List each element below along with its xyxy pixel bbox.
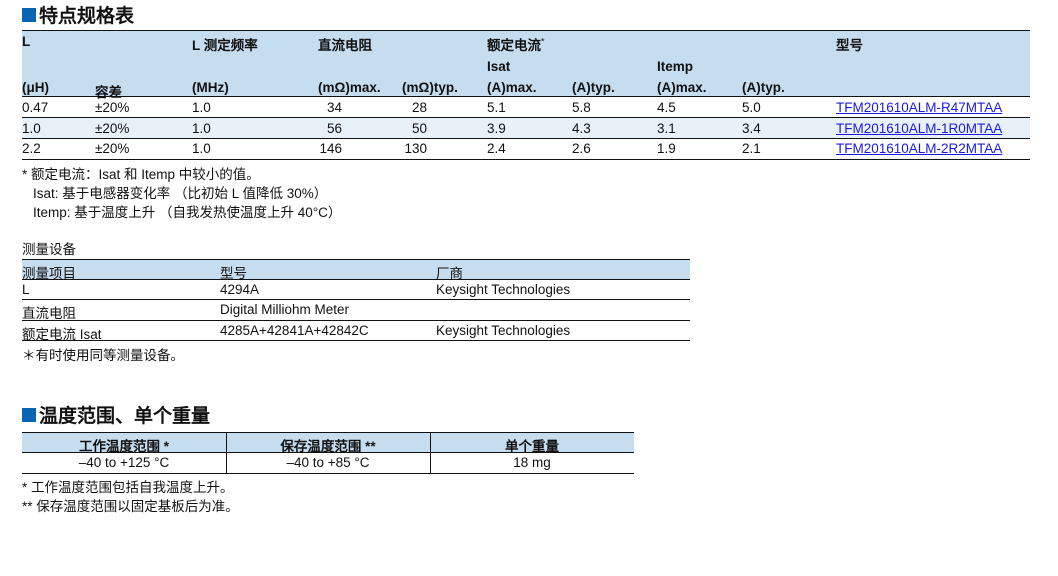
hdr-itemp: Itemp bbox=[657, 59, 694, 74]
equipment-cell: 直流电阻 bbox=[22, 306, 76, 321]
cell-rtyp: 50 bbox=[411, 121, 427, 136]
temp-header: 工作温度范围 * bbox=[78, 439, 169, 454]
temp-header-bg bbox=[22, 432, 634, 452]
temp-value: –40 to +125 °C bbox=[78, 455, 170, 470]
cell-l: 0.47 bbox=[22, 100, 49, 115]
equipment-cell: Digital Milliohm Meter bbox=[220, 302, 350, 317]
hdr-rdc-typ: (mΩ)typ. bbox=[402, 80, 458, 95]
section-title-text: 特点规格表 bbox=[39, 6, 135, 27]
section-title-specs: 特点规格表 bbox=[22, 1, 134, 28]
cell-itemp-max: 4.5 bbox=[657, 100, 676, 115]
hdr-isat: Isat bbox=[487, 59, 511, 74]
temp-value: 18 mg bbox=[513, 455, 551, 470]
cell-rtyp: 28 bbox=[411, 100, 427, 115]
specs-header-bg bbox=[22, 31, 1030, 97]
hdr-l: L bbox=[22, 34, 31, 49]
temp-header: 单个重量 bbox=[505, 439, 559, 454]
temp-header: 保存温度范围 ** bbox=[280, 439, 376, 454]
cell-itemp-max: 1.9 bbox=[657, 141, 676, 156]
cell-isat-typ: 2.6 bbox=[572, 141, 591, 156]
equipment-header: 厂商 bbox=[436, 266, 463, 281]
cell-itemp-typ: 2.1 bbox=[742, 141, 761, 156]
hdr-rated: 额定电流* bbox=[487, 36, 545, 54]
equipment-title: 测量设备 bbox=[22, 242, 76, 257]
cell-isat-typ: 5.8 bbox=[572, 100, 591, 115]
hdr-itemp-typ: (A)typ. bbox=[742, 80, 785, 95]
cell-freq: 1.0 bbox=[192, 141, 211, 156]
cell-freq: 1.0 bbox=[192, 100, 211, 115]
temp-note-1: * 工作温度范围包括自我温度上升。 bbox=[22, 480, 234, 495]
cell-isat-max: 5.1 bbox=[487, 100, 506, 115]
hdr-itemp-max: (A)max. bbox=[657, 80, 707, 95]
cell-rmax: 56 bbox=[326, 121, 342, 136]
cell-l: 1.0 bbox=[22, 121, 41, 136]
cell-rmax: 34 bbox=[326, 100, 342, 115]
section-title-temp: 温度范围、单个重量 bbox=[22, 401, 210, 428]
cell-isat-typ: 4.3 bbox=[572, 121, 591, 136]
equipment-cell: Keysight Technologies bbox=[436, 323, 571, 338]
part-number-link[interactable]: TFM201610ALM-R47MTAA bbox=[836, 100, 1003, 115]
equipment-cell: 4285A+42841A+42842C bbox=[220, 323, 369, 338]
hdr-freq: L 测定频率 bbox=[192, 38, 258, 53]
alt-row-bg bbox=[22, 118, 1030, 139]
hdr-isat-max: (A)max. bbox=[487, 80, 537, 95]
cell-tol: ±20% bbox=[95, 121, 130, 136]
cell-freq: 1.0 bbox=[192, 121, 211, 136]
equipment-note: ＊有时使用同等测量设备。 bbox=[22, 348, 184, 363]
spec-note-2: Isat: 基于电感器变化率 （比初始 L 值降低 30%） bbox=[33, 186, 328, 201]
spec-note-3: Itemp: 基于温度上升 （自我发热使温度上升 40°C） bbox=[33, 205, 342, 220]
cell-itemp-max: 3.1 bbox=[657, 121, 676, 136]
hdr-freq-unit: (MHz) bbox=[192, 80, 229, 95]
equipment-header: 型号 bbox=[220, 266, 247, 281]
part-number-link[interactable]: TFM201610ALM-1R0MTAA bbox=[836, 121, 1003, 136]
equipment-cell: L bbox=[22, 282, 30, 297]
equipment-cell: Keysight Technologies bbox=[436, 282, 571, 297]
hdr-tol: 容差 bbox=[95, 85, 122, 100]
cell-isat-max: 2.4 bbox=[487, 141, 506, 156]
equipment-header: 测量项目 bbox=[22, 266, 76, 281]
cell-isat-max: 3.9 bbox=[487, 121, 506, 136]
cell-rtyp: 130 bbox=[404, 141, 427, 156]
hdr-rdc-max: (mΩ)max. bbox=[318, 80, 381, 95]
section-marker-icon bbox=[22, 7, 36, 22]
hdr-l-unit: (μH) bbox=[22, 80, 49, 95]
section-title-text: 温度范围、单个重量 bbox=[39, 406, 211, 427]
hdr-isat-typ: (A)typ. bbox=[572, 80, 615, 95]
hdr-part: 型号 bbox=[836, 38, 863, 53]
temp-value: –40 to +85 °C bbox=[286, 455, 370, 470]
cell-tol: ±20% bbox=[95, 141, 130, 156]
cell-rmax: 146 bbox=[319, 141, 342, 156]
cell-itemp-typ: 3.4 bbox=[742, 121, 761, 136]
spec-note-1: * 额定电流：Isat 和 Itemp 中较小的值。 bbox=[22, 167, 260, 182]
temp-note-2: ** 保存温度范围以固定基板后为准。 bbox=[22, 499, 239, 514]
hdr-rdc: 直流电阻 bbox=[318, 38, 372, 53]
equipment-cell: 4294A bbox=[220, 282, 260, 297]
cell-l: 2.2 bbox=[22, 141, 41, 156]
equipment-cell: 额定电流 Isat bbox=[22, 327, 102, 342]
cell-tol: ±20% bbox=[95, 100, 130, 115]
cell-itemp-typ: 5.0 bbox=[742, 100, 761, 115]
equipment-header-bg bbox=[22, 259, 690, 279]
section-marker-icon bbox=[22, 407, 36, 422]
part-number-link[interactable]: TFM201610ALM-2R2MTAA bbox=[836, 141, 1003, 156]
